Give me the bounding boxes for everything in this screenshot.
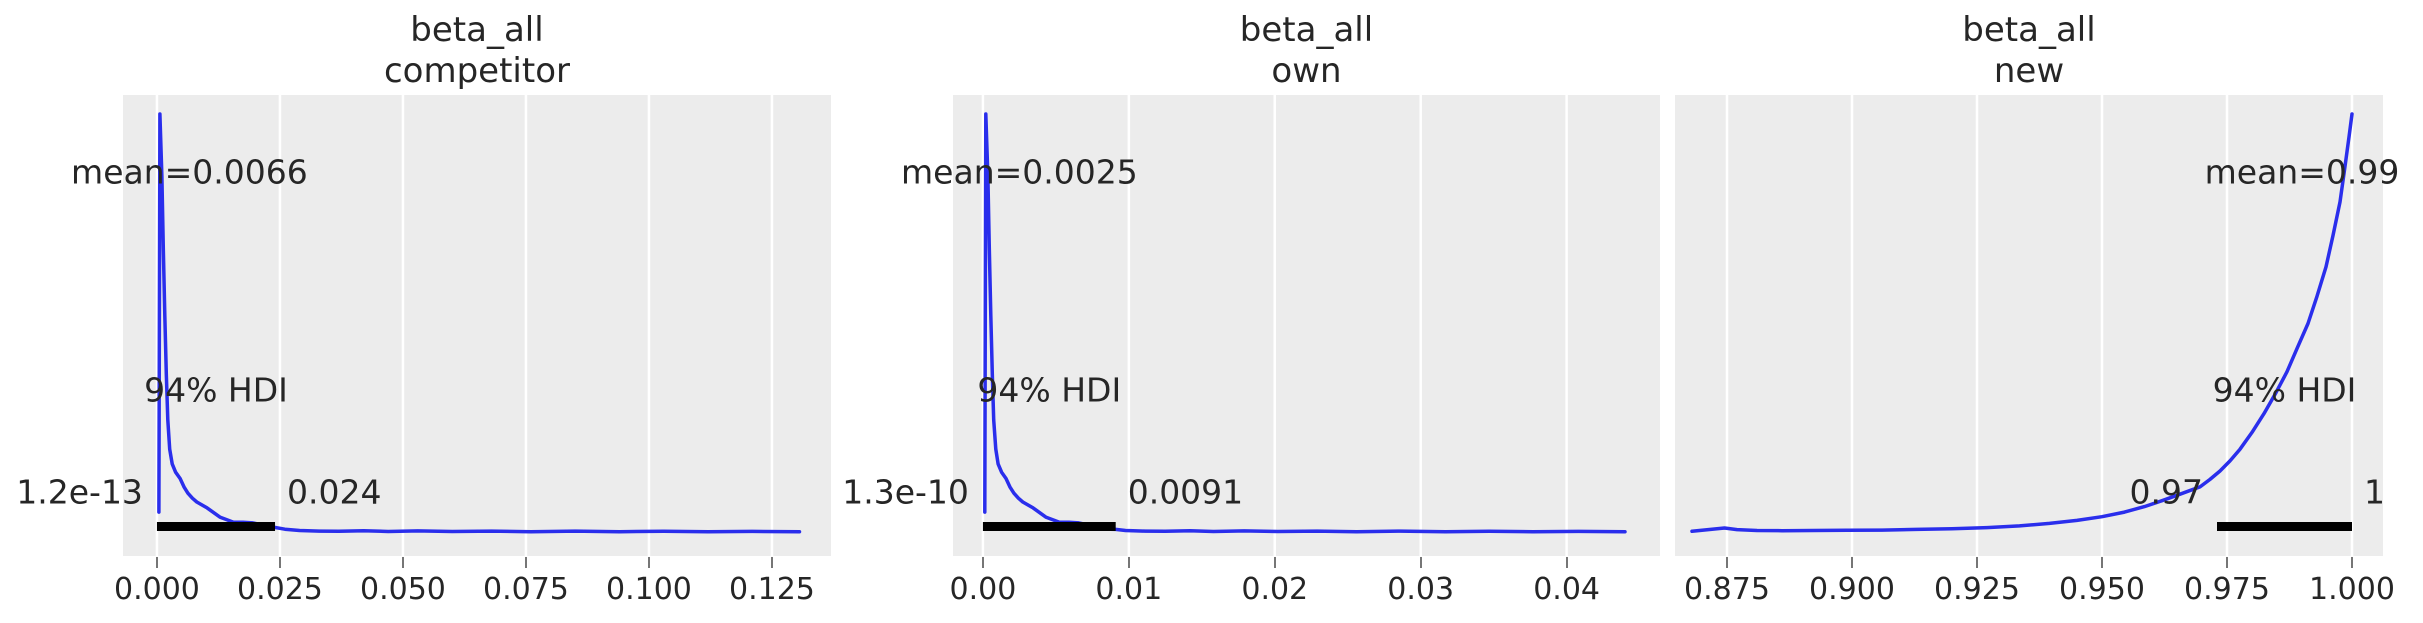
x-tick-label: 0.02 bbox=[1241, 572, 1309, 607]
hdi-low-label: 1.2e-13 bbox=[16, 472, 143, 512]
posterior-panel-new: beta_all new mean=0.99 94% HDI 0.97 1 0.… bbox=[1675, 0, 2399, 623]
mean-label: mean=0.0066 bbox=[71, 152, 308, 192]
x-tick-mark bbox=[981, 557, 984, 568]
posterior-panel-own: beta_all own mean=0.0025 94% HDI 1.3e-10… bbox=[842, 0, 1660, 623]
kde-plot-canvas bbox=[1690, 95, 2354, 556]
plot-area: mean=0.0025 94% HDI 1.3e-10 0.0091 bbox=[842, 95, 1660, 556]
panel-title-variable: beta_all bbox=[1239, 10, 1374, 50]
x-tick-mark bbox=[1273, 557, 1276, 568]
x-tick-label: 0.100 bbox=[606, 572, 692, 607]
panel-title-dimension: competitor bbox=[383, 51, 570, 91]
x-tick-mark bbox=[1976, 557, 1978, 568]
x-tick-label: 0.075 bbox=[483, 572, 569, 607]
x-axis: 0.875 0.900 0.925 0.950 0.975 1.000 bbox=[1675, 556, 2395, 622]
panel-title-variable: beta_all bbox=[410, 10, 544, 50]
panel-title-dimension: own bbox=[1271, 51, 1342, 91]
panel-title-variable: beta_all bbox=[1962, 10, 2096, 50]
x-tick-mark bbox=[1851, 557, 1853, 568]
x-tick-label: 1.000 bbox=[2309, 572, 2395, 607]
posterior-panel-competitor: beta_all competitor mean=0.0066 94% HDI … bbox=[16, 0, 831, 623]
x-tick-mark bbox=[2101, 557, 2103, 568]
hdi-high-label: 0.024 bbox=[287, 472, 382, 512]
plot-area: mean=0.99 94% HDI 0.97 1 bbox=[1675, 95, 2399, 556]
x-tick-mark bbox=[1565, 557, 1568, 568]
x-tick-label: 0.01 bbox=[1095, 572, 1163, 607]
x-tick-mark bbox=[647, 557, 650, 568]
panel-title: beta_all new bbox=[1675, 10, 2383, 92]
mean-label: mean=0.0025 bbox=[901, 152, 1138, 192]
x-tick-mark bbox=[1726, 557, 1728, 568]
panel-title: beta_all own bbox=[953, 10, 1660, 92]
x-tick-label: 0.000 bbox=[113, 572, 200, 607]
x-tick-label: 0.025 bbox=[236, 572, 323, 607]
x-tick-mark bbox=[401, 557, 404, 568]
x-tick-label: 0.00 bbox=[949, 572, 1017, 607]
mean-label: mean=0.99 bbox=[2204, 152, 2400, 192]
hdi-low-label: 1.3e-10 bbox=[842, 472, 969, 512]
plot-area: mean=0.0066 94% HDI 1.2e-13 0.024 bbox=[16, 95, 831, 556]
hdi-label: 94% HDI bbox=[2212, 370, 2357, 410]
x-tick-mark bbox=[524, 557, 527, 568]
hdi-high-label: 1 bbox=[2364, 472, 2385, 512]
x-tick-mark bbox=[2226, 557, 2228, 568]
hdi-low-label: 0.97 bbox=[2129, 472, 2203, 512]
x-axis: 0.00 0.01 0.02 0.03 0.04 bbox=[949, 556, 1660, 622]
x-tick-label: 0.875 bbox=[1684, 572, 1770, 607]
x-tick-mark bbox=[278, 557, 281, 568]
x-tick-mark bbox=[770, 557, 773, 568]
x-tick-mark bbox=[1419, 557, 1422, 568]
x-tick-label: 0.04 bbox=[1533, 572, 1600, 607]
hdi-label: 94% HDI bbox=[144, 370, 288, 410]
x-tick-mark bbox=[2351, 557, 2353, 568]
kde-plot-canvas bbox=[981, 95, 1627, 556]
hdi-high-label: 0.0091 bbox=[1127, 472, 1244, 512]
x-tick-mark bbox=[155, 557, 158, 568]
hdi-label: 94% HDI bbox=[977, 370, 1122, 410]
x-tick-mark bbox=[1127, 557, 1130, 568]
x-tick-label: 0.925 bbox=[1934, 572, 2020, 607]
x-axis: 0.000 0.025 0.050 0.075 0.100 0.125 bbox=[114, 556, 831, 622]
kde-curve bbox=[1690, 112, 2354, 534]
x-tick-label: 0.125 bbox=[729, 572, 815, 607]
x-tick-label: 0.050 bbox=[359, 572, 446, 607]
x-tick-label: 0.900 bbox=[1809, 572, 1895, 607]
x-tick-label: 0.03 bbox=[1387, 572, 1455, 607]
kde-plot-canvas bbox=[155, 95, 802, 556]
x-tick-label: 0.975 bbox=[2184, 572, 2270, 607]
panel-title-dimension: new bbox=[1993, 51, 2065, 91]
panel-title: beta_all competitor bbox=[123, 10, 831, 92]
x-tick-label: 0.950 bbox=[2059, 572, 2145, 607]
